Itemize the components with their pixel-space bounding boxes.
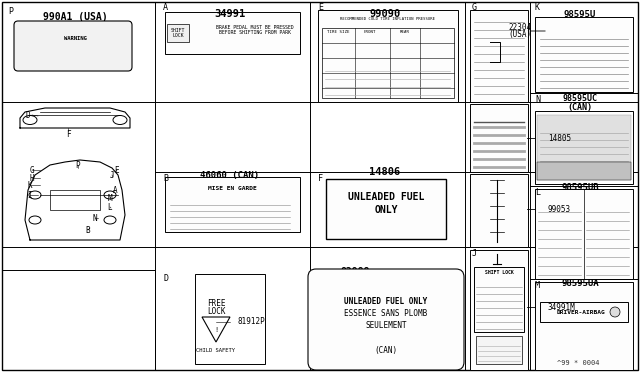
Text: F: F (66, 129, 70, 138)
Text: N: N (535, 95, 540, 104)
Text: 46060 (CAN): 46060 (CAN) (200, 170, 260, 180)
Text: LOCK: LOCK (172, 32, 184, 38)
Text: ONLY: ONLY (374, 205, 397, 215)
Text: 14805: 14805 (548, 134, 571, 142)
Text: L: L (108, 202, 112, 212)
Bar (535, 111, 633, 184)
Text: P: P (8, 7, 13, 16)
Text: 98595UA: 98595UA (561, 279, 599, 289)
Text: UNLEADED FUEL: UNLEADED FUEL (348, 192, 424, 202)
Text: A: A (113, 186, 117, 195)
Bar (535, 282, 633, 370)
Text: I: I (28, 190, 32, 199)
Text: D: D (26, 110, 30, 119)
Text: UNLEADED FUEL ONLY: UNLEADED FUEL ONLY (344, 298, 428, 307)
Text: 81912P: 81912P (237, 317, 265, 327)
Text: ^99 * 0004: ^99 * 0004 (557, 360, 600, 366)
Bar (537, 115, 631, 180)
Text: 99090: 99090 (369, 9, 401, 19)
Text: B: B (163, 174, 168, 183)
Text: X: X (614, 310, 616, 314)
Text: 34991M: 34991M (548, 302, 576, 311)
Polygon shape (542, 327, 630, 367)
FancyBboxPatch shape (308, 269, 464, 370)
Bar (318, 10, 458, 102)
Bar (474, 267, 524, 332)
Text: M: M (108, 193, 112, 202)
Text: TIRE SIZE: TIRE SIZE (327, 30, 349, 34)
Text: BEFORE SHIFTING FROM PARK: BEFORE SHIFTING FROM PARK (219, 29, 291, 35)
Bar (165, 177, 300, 232)
Text: M: M (535, 281, 540, 290)
Bar (470, 10, 528, 102)
Bar (540, 302, 628, 322)
Text: DRIVER-AIRBAG: DRIVER-AIRBAG (557, 310, 605, 314)
FancyBboxPatch shape (14, 21, 132, 71)
Text: RECOMMENDED COLD TIRE INFLATION PRESSURE: RECOMMENDED COLD TIRE INFLATION PRESSURE (340, 17, 435, 21)
Text: E: E (115, 166, 119, 174)
Text: 98595U: 98595U (564, 10, 596, 19)
Text: (CAN): (CAN) (568, 103, 593, 112)
Bar (50, 190, 100, 210)
Text: SEULEMENT: SEULEMENT (365, 321, 407, 330)
Text: MISE EN GARDE: MISE EN GARDE (207, 186, 257, 190)
Text: SHIFT LOCK: SHIFT LOCK (484, 270, 513, 276)
Bar (470, 250, 528, 370)
Text: 98595UB: 98595UB (561, 183, 599, 192)
Text: J: J (109, 170, 115, 180)
Bar (167, 24, 189, 42)
Text: D: D (163, 274, 168, 283)
Text: H: H (29, 173, 35, 183)
Text: LOCK: LOCK (207, 308, 225, 317)
Text: L: L (535, 188, 540, 197)
Text: FRONT: FRONT (364, 30, 376, 34)
Text: (CAN): (CAN) (374, 346, 397, 355)
Text: K: K (28, 180, 32, 189)
Bar (535, 17, 633, 92)
Text: N: N (93, 214, 97, 222)
Text: 82988: 82988 (340, 267, 370, 277)
Text: CHILD SAFETY: CHILD SAFETY (196, 347, 236, 353)
Text: WARNING: WARNING (63, 35, 86, 41)
Bar (195, 274, 265, 364)
Text: SHIFT: SHIFT (171, 28, 185, 32)
Bar (322, 28, 454, 98)
Text: 99053: 99053 (548, 205, 571, 214)
Text: B: B (86, 225, 90, 234)
Text: (USA): (USA) (508, 29, 532, 38)
Text: 22304: 22304 (508, 22, 532, 32)
Text: 990A1 (USA): 990A1 (USA) (43, 12, 108, 22)
Text: BRAKE PEDAL MUST BE PRESSED: BRAKE PEDAL MUST BE PRESSED (216, 25, 294, 29)
Text: K: K (535, 3, 540, 12)
Text: F: F (318, 174, 323, 183)
Ellipse shape (610, 307, 620, 317)
Ellipse shape (493, 161, 501, 167)
Bar (537, 162, 631, 180)
Text: 34991: 34991 (214, 9, 246, 19)
Text: J: J (472, 249, 477, 258)
Text: E: E (318, 3, 323, 12)
Text: A: A (163, 3, 168, 12)
Text: REAR: REAR (400, 30, 410, 34)
Text: FREE: FREE (207, 299, 225, 308)
Text: G: G (472, 3, 477, 12)
Text: ESSENCE SANS PLOMB: ESSENCE SANS PLOMB (344, 310, 428, 318)
Text: G: G (29, 166, 35, 174)
Bar (476, 336, 522, 364)
Text: 14806: 14806 (369, 167, 401, 177)
Bar (165, 12, 300, 54)
Text: 98595UC: 98595UC (563, 93, 598, 103)
Bar (18, 25, 128, 67)
Bar (535, 189, 633, 279)
Bar (326, 179, 446, 239)
Text: P: P (76, 160, 80, 170)
Bar (2, 270, 155, 370)
Text: !: ! (214, 327, 218, 333)
Bar (470, 174, 528, 247)
Bar (470, 104, 528, 172)
